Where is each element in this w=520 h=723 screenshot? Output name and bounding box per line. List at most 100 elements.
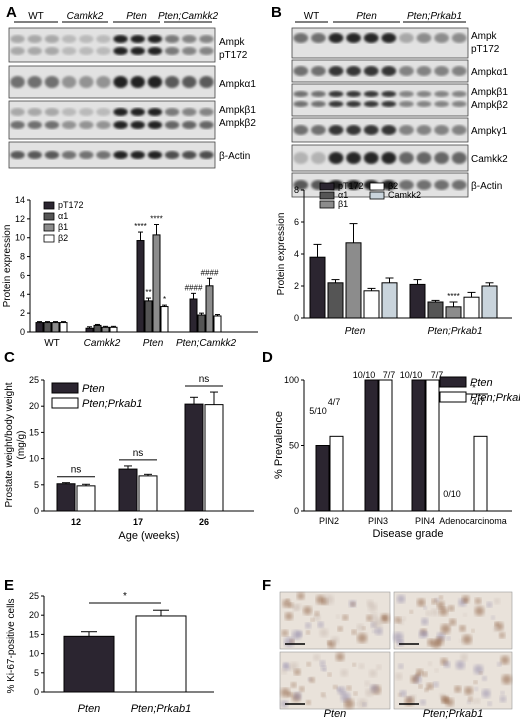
bar-Pten;Prkab1 [329, 435, 344, 512]
tissue-stain [420, 699, 426, 706]
y-tick-label: 0 [294, 506, 299, 516]
blot-band [399, 91, 414, 97]
blot-band [346, 91, 361, 97]
fraction-label: 5/10 [309, 406, 327, 416]
y-tick-label: 25 [29, 375, 39, 385]
blot-band [44, 76, 60, 88]
blot-band [182, 121, 197, 129]
blot-row-label: Ampkβ2 [219, 118, 256, 129]
bar-α1 [197, 314, 206, 333]
blot-band [10, 108, 25, 116]
blot-band [399, 101, 414, 107]
tissue-stain [396, 594, 406, 604]
blot-band [96, 121, 111, 129]
blot-band [416, 66, 432, 76]
blot-band [164, 35, 180, 43]
blot-band [311, 66, 326, 76]
blot-band [328, 152, 344, 164]
y-tick-label: 0 [294, 313, 299, 323]
blot-band [44, 108, 60, 116]
tissue-stain [499, 696, 506, 703]
bar-Pten;Prkab1 [204, 404, 224, 512]
blot-band [199, 151, 214, 159]
tissue-stain [459, 639, 463, 643]
tissue-stain [356, 623, 364, 631]
tissue-stain [322, 695, 327, 700]
blot-band [381, 125, 397, 135]
x-tick-label: 17 [133, 517, 143, 527]
blot-band [10, 35, 25, 43]
tissue-stain [335, 614, 340, 619]
blot-band [293, 125, 309, 135]
blot-band [130, 121, 145, 129]
tissue-stain [372, 617, 383, 628]
blot-band [199, 47, 214, 55]
tissue-stain [497, 662, 502, 667]
blot-band [363, 91, 379, 97]
tissue-stain [441, 695, 449, 703]
blot-band [328, 101, 344, 107]
significance-label: * [123, 591, 127, 602]
tissue-stain [425, 610, 431, 616]
legend-swatch [43, 201, 55, 210]
bar-Pten [315, 445, 330, 512]
blot-band [381, 66, 397, 76]
blot-band [113, 121, 128, 129]
bar-Camkk2 [481, 285, 498, 319]
blot-band [199, 108, 214, 116]
blot-band [44, 121, 60, 129]
tissue-stain [294, 603, 301, 611]
tissue-stain [481, 689, 491, 698]
tissue-stain [494, 598, 500, 605]
tissue-stain [307, 677, 312, 682]
tissue-stain [289, 639, 295, 644]
blot-band [79, 76, 94, 88]
x-tick-label: PIN4 [415, 516, 435, 526]
legend-swatch [43, 212, 55, 221]
tissue-stain [358, 663, 365, 669]
x-tick-label: Camkk2 [84, 338, 121, 349]
blot-band [147, 76, 163, 88]
tissue-stain [466, 700, 471, 704]
legend-label: pT172 [338, 181, 364, 191]
significance-label: * [472, 383, 476, 394]
bar-α1 [427, 301, 444, 319]
legend-label: pT172 [58, 200, 84, 210]
blot-band [293, 33, 309, 43]
blot-band [381, 33, 397, 43]
tissue-stain [491, 615, 495, 620]
blot-band [363, 125, 379, 135]
blot-band [164, 151, 180, 159]
y-tick-label: 10 [29, 649, 39, 659]
blot-band [130, 108, 145, 116]
tissue-stain [346, 685, 352, 691]
tissue-stain [342, 614, 349, 621]
blot-band [311, 125, 326, 135]
tissue-stain [438, 595, 443, 600]
tissue-stain [401, 616, 406, 621]
blot-band [164, 108, 180, 116]
tissue-stain [284, 612, 293, 621]
blot-row-label: β-Actin [219, 151, 250, 162]
blot-band [61, 108, 77, 116]
bar-pT172 [309, 256, 326, 319]
bar-Pten;Prkab1 [135, 615, 187, 693]
legend-swatch [369, 182, 385, 191]
y-tick-label: 10 [29, 454, 39, 464]
x-axis-label: Age (weeks) [118, 530, 179, 542]
tissue-stain [436, 601, 445, 609]
tissue-stain [366, 615, 373, 622]
blot-band [79, 108, 94, 116]
blot-band [311, 91, 326, 97]
y-tick-label: 0 [34, 687, 39, 697]
blot-band [113, 35, 128, 43]
blot-band [79, 121, 94, 129]
bar-β2 [59, 322, 68, 333]
tissue-stain [433, 681, 439, 688]
blot-band [182, 47, 197, 55]
tissue-stain [375, 627, 383, 635]
significance-label: **** [134, 222, 146, 231]
tissue-stain [431, 608, 439, 616]
blot-band [311, 152, 326, 164]
blot-band [434, 33, 449, 43]
